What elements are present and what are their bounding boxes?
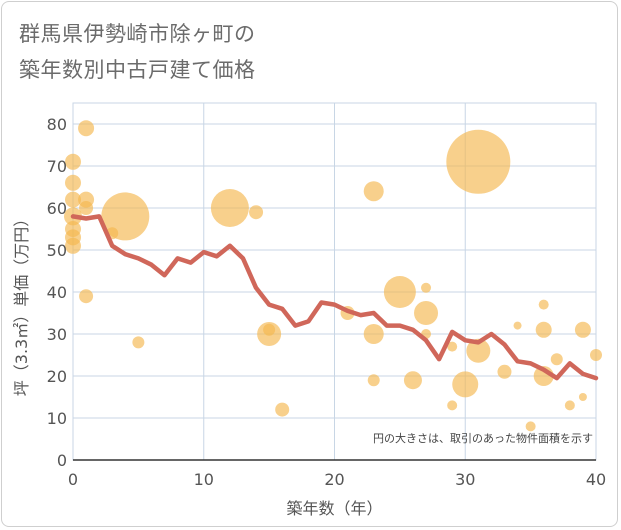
y-tick-label: 60 bbox=[47, 199, 67, 218]
data-bubble bbox=[363, 324, 384, 344]
grid-lines bbox=[72, 102, 597, 461]
data-bubble bbox=[101, 192, 150, 241]
y-tick-label: 0 bbox=[57, 451, 67, 470]
data-bubble bbox=[367, 374, 380, 387]
data-bubble bbox=[421, 282, 432, 293]
y-tick-label: 50 bbox=[47, 241, 67, 260]
data-bubble bbox=[447, 341, 458, 352]
data-bubble bbox=[363, 181, 384, 202]
data-bubble bbox=[65, 191, 81, 208]
data-bubble bbox=[578, 393, 587, 401]
bubble-size-note: 円の大きさは、取引のあった物件面積を示す bbox=[373, 431, 593, 445]
data-bubble bbox=[538, 299, 549, 310]
data-bubble bbox=[210, 189, 249, 227]
chart-title-line-1: 群馬県伊勢崎市除ヶ町の bbox=[19, 22, 256, 46]
data-bubble bbox=[466, 338, 491, 363]
y-tick-label: 30 bbox=[47, 325, 67, 344]
x-axis-label: 築年数（年） bbox=[286, 499, 382, 518]
data-bubble bbox=[79, 289, 94, 304]
data-bubble bbox=[275, 402, 290, 417]
data-bubble bbox=[452, 371, 479, 398]
bubble-series bbox=[64, 120, 602, 432]
y-axis-ticks: 0 10 20 30 40 50 60 70 80 bbox=[47, 115, 67, 470]
data-bubble bbox=[564, 400, 575, 411]
data-bubble bbox=[446, 129, 511, 194]
y-tick-label: 10 bbox=[47, 409, 67, 428]
average-price-line bbox=[70, 214, 599, 381]
x-tick-label: 30 bbox=[455, 470, 475, 489]
y-tick-label: 80 bbox=[47, 115, 67, 134]
data-bubble bbox=[65, 237, 81, 254]
y-tick-label: 20 bbox=[47, 367, 67, 386]
data-bubble bbox=[497, 364, 512, 379]
data-bubble bbox=[403, 371, 422, 390]
data-bubble bbox=[257, 322, 282, 346]
data-bubble bbox=[249, 205, 264, 220]
y-tick-label: 40 bbox=[47, 283, 67, 302]
y-tick-label: 70 bbox=[47, 157, 67, 176]
x-tick-label: 20 bbox=[324, 470, 344, 489]
x-tick-label: 10 bbox=[194, 470, 214, 489]
x-tick-label: 0 bbox=[68, 470, 78, 489]
data-bubble bbox=[78, 120, 95, 137]
data-bubble bbox=[132, 336, 145, 349]
data-bubble bbox=[414, 301, 439, 325]
data-bubble bbox=[550, 353, 563, 366]
data-bubble bbox=[525, 421, 536, 432]
x-axis-ticks: 0 10 20 30 40 bbox=[68, 470, 606, 489]
data-bubble bbox=[383, 276, 416, 308]
data-bubble bbox=[535, 321, 552, 338]
y-axis-label: 坪（3.3㎡）単価（万円） bbox=[12, 211, 31, 396]
chart-title: 群馬県伊勢崎市除ヶ町の 築年数別中古戸建て価格 bbox=[19, 16, 256, 88]
data-bubble bbox=[513, 321, 522, 330]
chart-title-line-2: 築年数別中古戸建て価格 bbox=[19, 58, 256, 82]
data-bubble bbox=[79, 201, 94, 215]
data-bubble bbox=[590, 349, 602, 361]
data-bubble bbox=[65, 153, 81, 170]
x-tick-label: 40 bbox=[586, 470, 606, 489]
data-bubble bbox=[574, 321, 591, 338]
data-bubble bbox=[65, 174, 81, 191]
data-bubble bbox=[447, 400, 458, 411]
